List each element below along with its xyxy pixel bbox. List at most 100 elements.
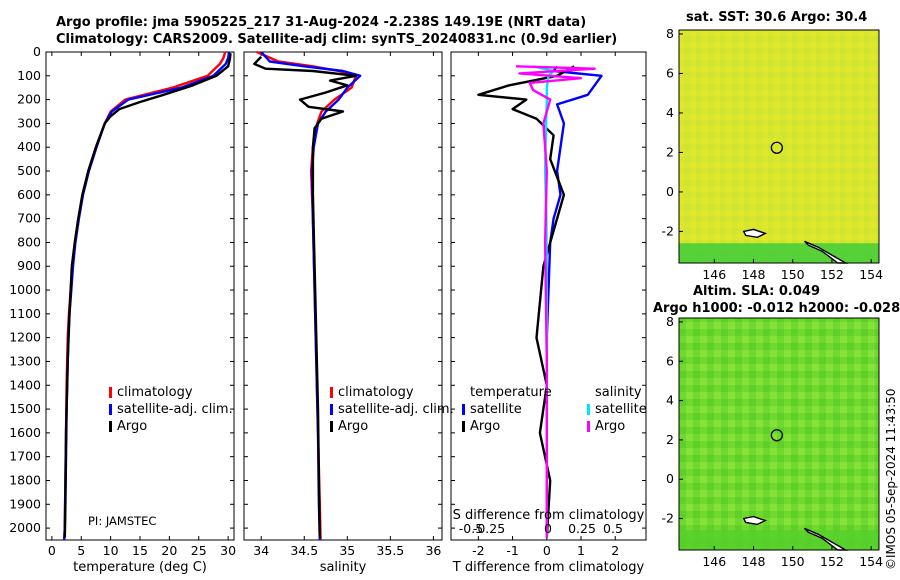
temperature-ytick-label: 700 — [17, 211, 41, 226]
temperature-ytick-label: 1300 — [9, 353, 41, 368]
sst_map-island-2 — [804, 240, 849, 264]
sst_map-field — [679, 30, 879, 263]
diff-legend-label: satellite — [595, 402, 647, 417]
salinity-xtick-label: 35 — [339, 543, 355, 558]
sla_map-island-1 — [742, 515, 768, 526]
salinity-legend-swatch — [330, 421, 333, 432]
sst_map-coastal-band — [679, 243, 879, 263]
differences-series-temperature-argo — [477, 65, 575, 538]
title-line-1: Argo profile: jma 5905225_217 31-Aug-202… — [56, 15, 587, 30]
temperature-ytick-label: 300 — [17, 115, 41, 130]
salinity-series-argo — [253, 55, 358, 538]
temperature-ytick-label: 1200 — [9, 330, 41, 345]
sla_map-xtick-label: 146 — [702, 554, 726, 569]
temperature-ytick-label: 1600 — [9, 425, 41, 440]
diff-legend-header-temperature: temperature — [470, 385, 552, 400]
salinity-xtick-label: 34 — [253, 543, 269, 558]
sla-map-title-1: Altim. SLA: 0.049 — [693, 284, 820, 299]
salinity-xtick-label: 36 — [425, 543, 441, 558]
temperature-xtick-label: 0 — [48, 543, 56, 558]
temperature-legend-swatch — [109, 404, 112, 415]
sla_map-ytick-label: 4 — [666, 393, 674, 408]
salinity-xlabel: salinity — [320, 560, 367, 575]
sla_map-argo-marker — [770, 429, 783, 442]
temperature-xtick-label: 20 — [161, 543, 177, 558]
title-line-2: Climatology: CARS2009. Satellite-adj cli… — [56, 32, 618, 47]
salinity-legend-swatch — [330, 404, 333, 415]
diff-top-xtick-label: 0.5 — [603, 521, 623, 536]
sst_map-ytick-label: 4 — [666, 105, 674, 120]
sst_map-xtick-label: 152 — [820, 267, 844, 282]
sla_map-ytick-label: -2 — [662, 511, 674, 526]
temperature-ytick-label: 1000 — [9, 282, 41, 297]
differences-xtick-label: 1 — [577, 543, 585, 558]
temperature-legend-swatch — [109, 387, 112, 398]
sla_map-ytick-label: 6 — [666, 353, 674, 368]
sst_map-ytick-label: 8 — [666, 26, 674, 41]
sla_map-ytick-label: 2 — [666, 432, 674, 447]
sla_map-ytick-label: 0 — [666, 471, 674, 486]
sst_map-ytick-label: 0 — [666, 184, 674, 199]
temperature-ytick-label: 1400 — [9, 377, 41, 392]
salinity-legend-label: Argo — [338, 419, 368, 434]
sst_map-xtick-label: 146 — [702, 267, 726, 282]
temperature-ytick-label: 200 — [17, 92, 41, 107]
diff-top-xtick-label: -0.5 — [459, 521, 483, 536]
sst_map-frame — [678, 29, 880, 264]
temperature-xtick-label: 25 — [191, 543, 207, 558]
sst_map-ytick-label: 6 — [666, 65, 674, 80]
sst_map-ytick-label: -2 — [662, 223, 674, 238]
differences-xtick-label: 2 — [611, 543, 619, 558]
temperature-xtick-label: 30 — [220, 543, 236, 558]
diff-legend-label: satellite — [470, 402, 522, 417]
sst_map-xtick-label: 150 — [781, 267, 805, 282]
diff-legend-label: Argo — [470, 419, 500, 434]
differences-series-salinity-argo — [515, 65, 596, 538]
salinity-legend-label: climatology — [338, 385, 414, 400]
diff-top-xtick-label: -0.25 — [473, 521, 505, 536]
salinity-xtick-label: 35.5 — [376, 543, 404, 558]
temperature-xtick-label: 10 — [103, 543, 119, 558]
sla_map-xtick-label: 154 — [859, 554, 883, 569]
temperature-legend-label: climatology — [117, 385, 193, 400]
sst_map-argo-marker — [770, 141, 783, 154]
salinity-legend-label: satellite-adj. clim. — [338, 402, 454, 417]
sla-map-title-2: Argo h1000: -0.012 h2000: -0.028 — [653, 301, 900, 316]
temperature-ytick-label: 900 — [17, 258, 41, 273]
temperature-ytick-label: 600 — [17, 187, 41, 202]
temperature-ytick-label: 400 — [17, 139, 41, 154]
differences-xtick-label: -1 — [506, 543, 518, 558]
sla_map-island-2 — [804, 527, 849, 551]
salinity-legend-swatch — [330, 387, 333, 398]
pi-label: PI: JAMSTEC — [88, 514, 156, 528]
temperature-ytick-label: 1700 — [9, 449, 41, 464]
temperature-ytick-label: 800 — [17, 234, 41, 249]
sla_map-field — [679, 318, 879, 550]
temperature-ytick-label: 1500 — [9, 401, 41, 416]
temperature-ytick-label: 100 — [17, 68, 41, 83]
temperature-legend-label: Argo — [117, 419, 147, 434]
temperature-legend-label: satellite-adj. clim. — [117, 402, 233, 417]
diff-legend-swatch — [462, 404, 465, 415]
differences-xtick-label: -2 — [472, 543, 484, 558]
temperature-xtick-label: 15 — [132, 543, 148, 558]
diff-top-xtick-label: 0.25 — [568, 521, 596, 536]
temperature-legend-swatch — [109, 421, 112, 432]
diff-legend-swatch — [587, 404, 590, 415]
salinity-frame — [243, 51, 443, 541]
sla_map-xtick-label: 152 — [820, 554, 844, 569]
temperature-ytick-label: 1800 — [9, 472, 41, 487]
sla_map-coastal-band — [679, 530, 879, 550]
differences-frame — [450, 51, 647, 541]
differences-xtick-label: 0 — [543, 543, 551, 558]
diff-legend-swatch — [462, 421, 465, 432]
temperature-frame — [45, 51, 235, 541]
sst_map-ytick-label: 2 — [666, 144, 674, 159]
temperature-ytick-label: 0 — [33, 44, 41, 59]
temperature-series-argo — [63, 53, 232, 538]
sst_map-island-1 — [742, 228, 768, 239]
sst-map-title: sat. SST: 30.6 Argo: 30.4 — [686, 10, 868, 25]
sla_map-ytick-label: 8 — [666, 314, 674, 329]
diff-top-xtick-label: 0 — [544, 521, 552, 536]
sla_map-xtick-label: 148 — [742, 554, 766, 569]
